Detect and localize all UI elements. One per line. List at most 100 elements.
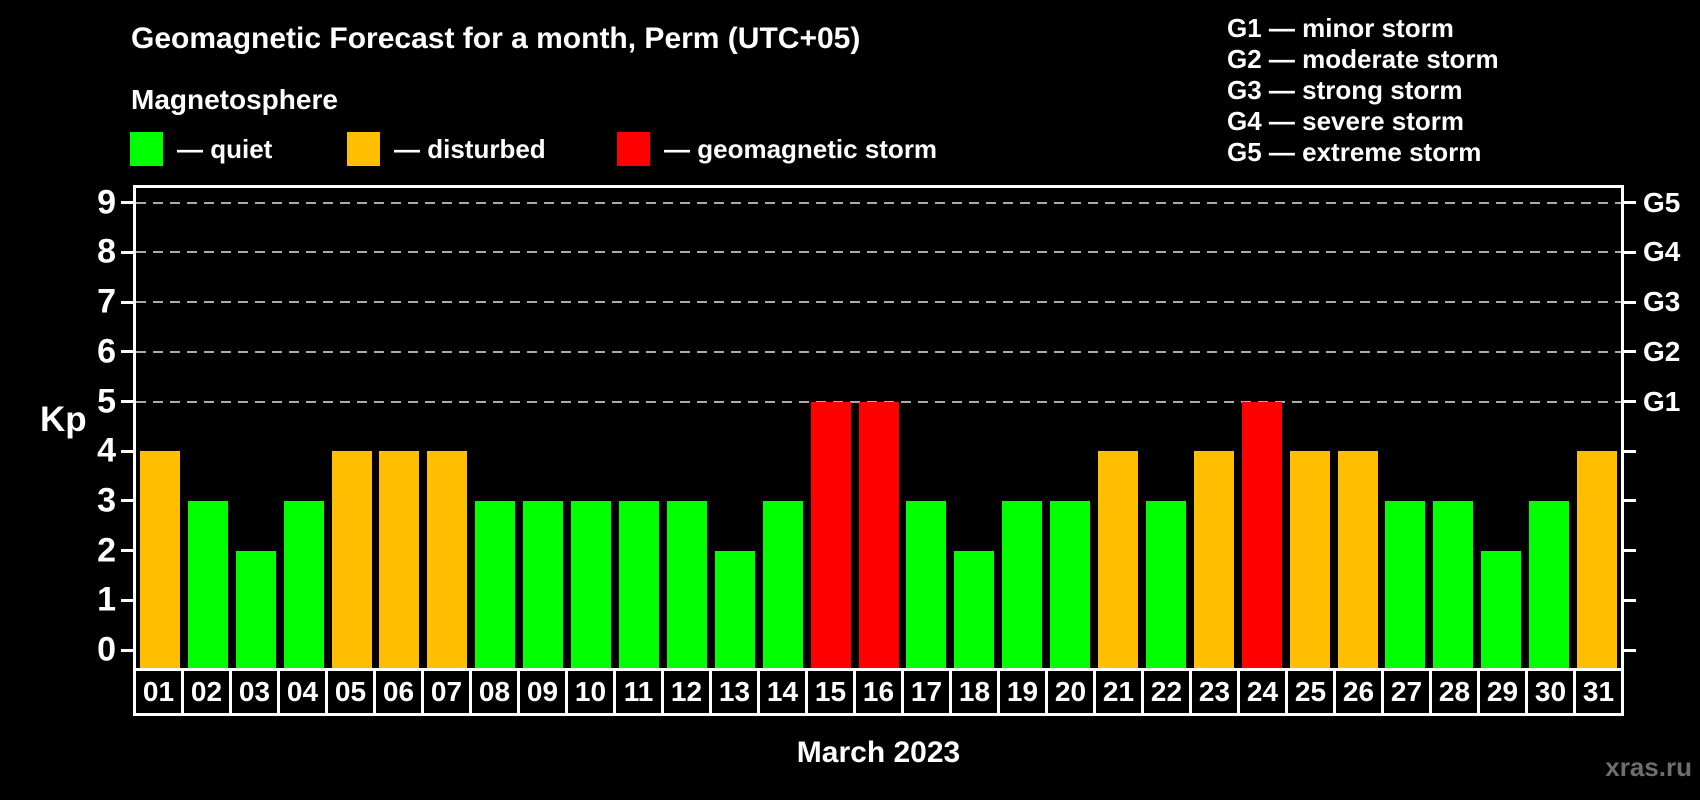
storm-scale-legend: G1 — minor storm G2 — moderate storm G3 — … bbox=[1227, 13, 1499, 168]
legend-item-disturbed: — disturbed bbox=[347, 131, 546, 167]
day-cell-31: 31 bbox=[1573, 668, 1624, 716]
y-axis-tick-label-1: 1 bbox=[97, 580, 116, 619]
day-cell-28: 28 bbox=[1429, 668, 1480, 716]
gridline-kp9 bbox=[136, 201, 1621, 204]
legend-item-storm: — geomagnetic storm bbox=[617, 131, 937, 167]
day-cell-26: 26 bbox=[1333, 668, 1384, 716]
day-cell-19: 19 bbox=[997, 668, 1048, 716]
kp-bar-day-05 bbox=[331, 451, 372, 668]
magnetosphere-legend: — quiet — disturbed — geomagnetic storm bbox=[0, 131, 1100, 171]
kp-bar-day-24 bbox=[1241, 401, 1282, 668]
legend-swatch-storm-icon bbox=[617, 132, 650, 166]
day-cell-07: 07 bbox=[421, 668, 472, 716]
kp-bar-day-04 bbox=[283, 500, 324, 668]
day-cell-14: 14 bbox=[757, 668, 808, 716]
kp-bar-day-22 bbox=[1145, 500, 1186, 668]
y-axis-tick-label-0: 0 bbox=[97, 630, 116, 669]
kp-bar-day-14 bbox=[762, 500, 803, 668]
y-axis-tick-left-4 bbox=[121, 449, 133, 453]
y-axis-tick-left-1 bbox=[121, 598, 133, 602]
gridline-kp7 bbox=[136, 301, 1621, 304]
y-axis-tick-left-0 bbox=[121, 648, 133, 652]
day-cell-27: 27 bbox=[1381, 668, 1432, 716]
kp-bar-day-25 bbox=[1289, 451, 1330, 668]
kp-bar-day-03 bbox=[235, 550, 276, 668]
right-axis-label-g4: G4 bbox=[1643, 236, 1681, 268]
storm-scale-line-g5: G5 — extreme storm bbox=[1227, 137, 1482, 167]
kp-bar-day-19 bbox=[1002, 500, 1043, 668]
kp-bar-day-01 bbox=[139, 451, 180, 668]
kp-bar-day-08 bbox=[475, 500, 516, 668]
kp-bar-day-18 bbox=[954, 550, 995, 668]
day-cell-12: 12 bbox=[661, 668, 712, 716]
kp-bar-day-17 bbox=[906, 500, 947, 668]
day-cell-21: 21 bbox=[1093, 668, 1144, 716]
y-axis-tick-label-4: 4 bbox=[97, 431, 116, 470]
y-axis-tick-right-6 bbox=[1624, 350, 1636, 354]
legend-label-storm: — geomagnetic storm bbox=[664, 133, 938, 164]
day-cell-05: 05 bbox=[325, 668, 376, 716]
y-axis-tick-right-7 bbox=[1624, 300, 1636, 304]
y-axis-tick-right-1 bbox=[1624, 598, 1636, 602]
y-axis-tick-right-9 bbox=[1624, 201, 1636, 205]
legend-label-disturbed: — disturbed bbox=[394, 133, 546, 164]
day-cell-23: 23 bbox=[1189, 668, 1240, 716]
day-cell-08: 08 bbox=[469, 668, 520, 716]
x-axis-title-wrap: March 2023 bbox=[133, 736, 1624, 770]
day-cell-18: 18 bbox=[949, 668, 1000, 716]
day-cell-24: 24 bbox=[1237, 668, 1288, 716]
kp-bar-day-28 bbox=[1433, 500, 1474, 668]
right-axis-label-g3: G3 bbox=[1643, 286, 1681, 318]
legend-swatch-disturbed-icon bbox=[347, 132, 380, 166]
kp-bar-day-30 bbox=[1529, 500, 1570, 668]
day-cell-15: 15 bbox=[805, 668, 856, 716]
day-cell-03: 03 bbox=[229, 668, 280, 716]
y-axis-label: Kp bbox=[40, 400, 87, 439]
day-cell-16: 16 bbox=[853, 668, 904, 716]
x-axis-title: March 2023 bbox=[796, 736, 961, 769]
day-cell-01: 01 bbox=[133, 668, 184, 716]
kp-bar-day-07 bbox=[427, 451, 468, 668]
y-axis-tick-left-2 bbox=[121, 549, 133, 553]
day-cell-10: 10 bbox=[565, 668, 616, 716]
watermark: xras.ru bbox=[1605, 752, 1692, 782]
legend-swatch-quiet-icon bbox=[130, 132, 163, 166]
kp-bar-day-31 bbox=[1577, 451, 1618, 668]
y-axis-tick-label-7: 7 bbox=[97, 282, 116, 321]
day-cell-02: 02 bbox=[181, 668, 232, 716]
day-cell-29: 29 bbox=[1477, 668, 1528, 716]
kp-bar-day-13 bbox=[714, 550, 755, 668]
day-cell-17: 17 bbox=[901, 668, 952, 716]
chart-title: Geomagnetic Forecast for a month, Perm (… bbox=[131, 22, 861, 55]
day-cell-25: 25 bbox=[1285, 668, 1336, 716]
kp-bar-day-09 bbox=[523, 500, 564, 668]
y-axis-tick-label-5: 5 bbox=[97, 382, 116, 420]
day-cell-11: 11 bbox=[613, 668, 664, 716]
kp-bar-day-15 bbox=[810, 401, 851, 668]
plot-area bbox=[133, 185, 1624, 668]
kp-bar-day-29 bbox=[1481, 550, 1522, 668]
y-axis-tick-label-3: 3 bbox=[97, 481, 116, 520]
kp-bar-day-23 bbox=[1193, 451, 1234, 668]
kp-bar-day-27 bbox=[1385, 500, 1426, 668]
day-cell-06: 06 bbox=[373, 668, 424, 716]
day-cell-04: 04 bbox=[277, 668, 328, 716]
day-cell-13: 13 bbox=[709, 668, 760, 716]
y-axis-tick-right-0 bbox=[1624, 648, 1636, 652]
y-axis-tick-left-5 bbox=[121, 400, 133, 403]
kp-bar-day-21 bbox=[1098, 451, 1139, 668]
kp-bar-day-16 bbox=[858, 401, 899, 668]
kp-bar-day-11 bbox=[618, 500, 659, 668]
y-axis-tick-label-2: 2 bbox=[97, 531, 116, 570]
kp-bar-day-20 bbox=[1050, 500, 1091, 668]
y-axis-tick-left-8 bbox=[121, 250, 133, 254]
y-axis-tick-left-3 bbox=[121, 499, 133, 503]
day-cell-30: 30 bbox=[1525, 668, 1576, 716]
y-axis-tick-left-9 bbox=[121, 201, 133, 205]
y-axis-tick-left-7 bbox=[121, 300, 133, 304]
y-axis-tick-right-8 bbox=[1624, 250, 1636, 254]
kp-bar-day-26 bbox=[1337, 451, 1378, 668]
kp-bar-day-02 bbox=[187, 500, 228, 668]
x-axis-day-row: 01 02 03 04 05 06 07 08 09 10 11 12 13 14 15 16 17 18 19 20… bbox=[133, 668, 1624, 716]
